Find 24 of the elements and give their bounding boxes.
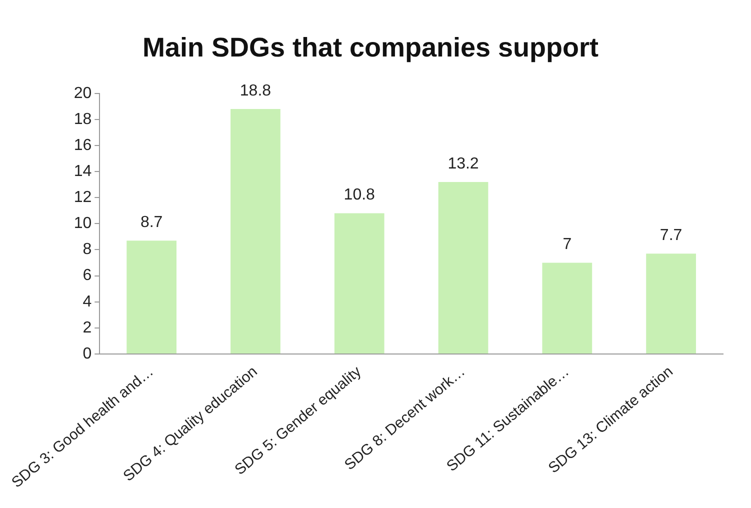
chart-title: Main SDGs that companies support: [142, 32, 599, 63]
y-tick-label: 20: [74, 84, 92, 102]
bar: [646, 254, 696, 354]
data-label: 7.7: [660, 227, 682, 244]
data-label: 8.7: [140, 214, 163, 232]
y-tick-label: 14: [74, 162, 92, 180]
data-label: 18.8: [240, 82, 272, 100]
y-tick-label: 6: [82, 267, 92, 284]
y-tick-label: 12: [74, 189, 92, 206]
y-tick-label: 10: [74, 215, 92, 232]
y-tick-label: 0: [82, 345, 92, 362]
y-tick-label: 8: [82, 241, 92, 258]
bar: [230, 109, 280, 354]
y-tick-label: 18: [74, 110, 92, 128]
bar: [334, 213, 384, 354]
y-tick-label: 2: [82, 319, 92, 336]
y-tick-label: 16: [74, 136, 92, 154]
y-tick-label: 4: [82, 293, 92, 310]
bar: [438, 182, 488, 354]
bar: [542, 262, 592, 354]
bar: [126, 240, 176, 354]
data-label: 10.8: [344, 186, 376, 204]
data-label: 7: [562, 236, 572, 254]
data-label: 13.2: [448, 155, 479, 172]
